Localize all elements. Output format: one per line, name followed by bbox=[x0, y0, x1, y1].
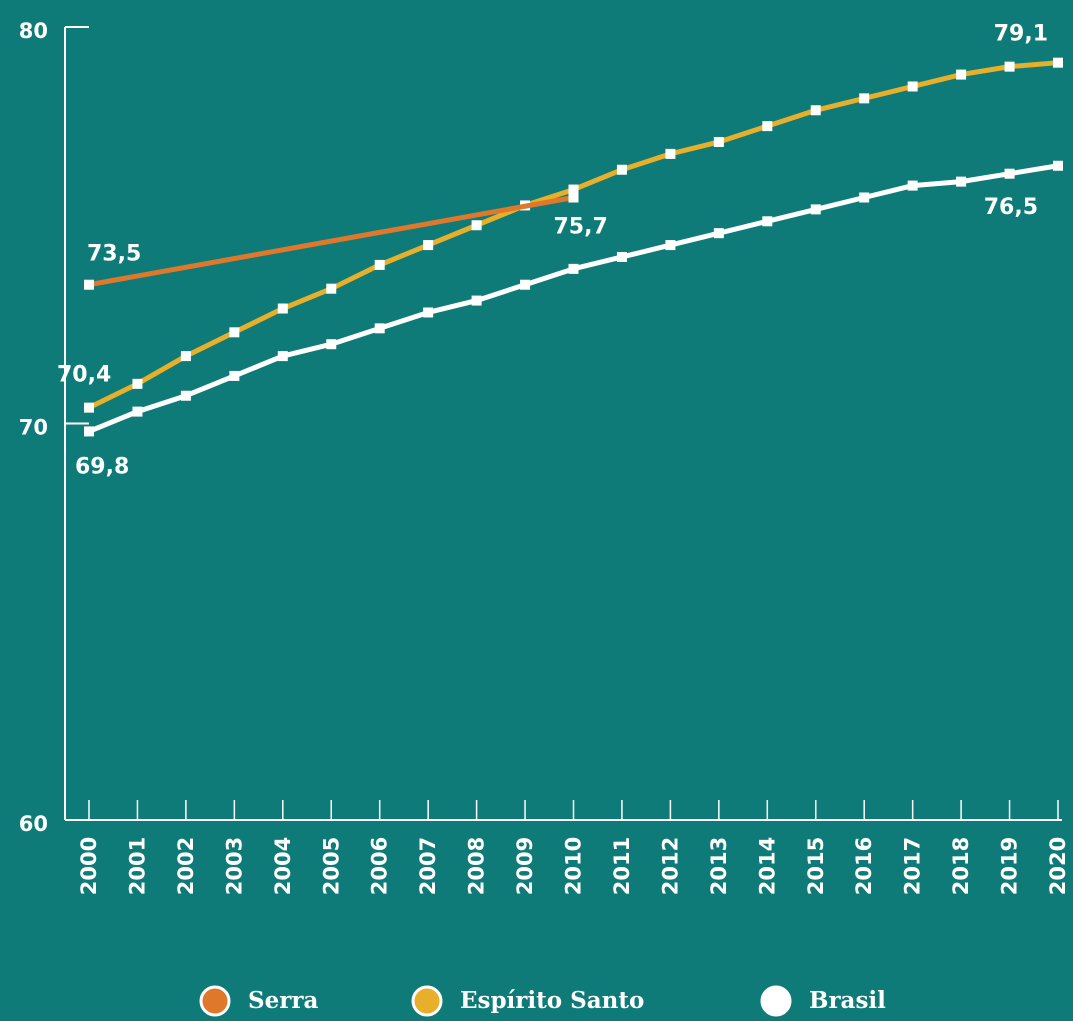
point-marker bbox=[907, 180, 918, 191]
point-marker bbox=[84, 279, 94, 290]
x-tick-label: 2012 bbox=[658, 837, 682, 895]
point-marker bbox=[568, 263, 579, 274]
point-marker bbox=[229, 327, 240, 338]
point-marker bbox=[180, 351, 191, 362]
legend-swatch bbox=[760, 985, 792, 1017]
point-marker bbox=[132, 406, 143, 417]
point-marker bbox=[132, 378, 143, 389]
legend-label: Brasil bbox=[809, 987, 886, 1014]
point-marker bbox=[568, 184, 579, 195]
point-marker bbox=[423, 307, 434, 318]
x-tick-label: 2015 bbox=[804, 837, 828, 895]
y-tick-label: 80 bbox=[19, 19, 48, 43]
x-tick-label: 2001 bbox=[125, 837, 149, 895]
point-marker bbox=[1053, 57, 1063, 68]
data-label: 70,4 bbox=[57, 363, 111, 388]
x-tick-label: 2000 bbox=[77, 837, 101, 895]
x-tick-label: 2010 bbox=[562, 837, 586, 895]
point-marker bbox=[471, 295, 482, 306]
data-label: 75,7 bbox=[554, 214, 608, 239]
point-marker bbox=[810, 204, 821, 215]
legend-label: Serra bbox=[248, 987, 318, 1014]
point-marker bbox=[84, 402, 94, 413]
point-marker bbox=[859, 192, 870, 203]
point-marker bbox=[326, 339, 337, 350]
x-tick-label: 2017 bbox=[901, 837, 925, 895]
point-marker bbox=[956, 176, 967, 187]
point-marker bbox=[374, 323, 385, 334]
point-marker bbox=[84, 426, 94, 437]
point-marker bbox=[956, 69, 967, 80]
x-tick-label: 2006 bbox=[368, 837, 392, 895]
x-tick-label: 2002 bbox=[174, 837, 198, 895]
point-marker bbox=[471, 220, 482, 231]
x-tick-label: 2011 bbox=[610, 837, 634, 895]
x-tick-label: 2004 bbox=[271, 837, 295, 895]
point-marker bbox=[1004, 168, 1015, 179]
x-tick-label: 2018 bbox=[949, 837, 973, 895]
data-label: 73,5 bbox=[87, 242, 141, 267]
point-marker bbox=[665, 148, 676, 159]
data-label: 76,5 bbox=[984, 195, 1038, 220]
point-marker bbox=[859, 93, 870, 104]
legend-swatch bbox=[411, 985, 443, 1017]
point-marker bbox=[1053, 160, 1063, 171]
point-marker bbox=[374, 259, 385, 270]
x-tick-label: 2019 bbox=[998, 837, 1022, 895]
legend-label: Espírito Santo bbox=[460, 987, 644, 1014]
point-marker bbox=[326, 283, 337, 294]
point-marker bbox=[762, 216, 773, 227]
x-tick-label: 2016 bbox=[852, 837, 876, 895]
point-marker bbox=[665, 240, 676, 251]
point-marker bbox=[713, 136, 724, 147]
point-marker bbox=[1004, 61, 1015, 72]
y-tick-label: 70 bbox=[19, 416, 48, 440]
series-line bbox=[88, 195, 574, 288]
point-marker bbox=[520, 279, 531, 290]
point-marker bbox=[568, 192, 579, 203]
point-marker bbox=[713, 228, 724, 239]
point-marker bbox=[277, 351, 288, 362]
point-marker bbox=[616, 164, 627, 175]
point-marker bbox=[616, 251, 627, 262]
point-marker bbox=[810, 105, 821, 116]
y-tick-label: 60 bbox=[19, 812, 48, 836]
x-tick-label: 2003 bbox=[222, 837, 246, 895]
point-marker bbox=[423, 240, 434, 251]
data-label: 79,1 bbox=[994, 22, 1048, 47]
legend-swatch bbox=[199, 985, 231, 1017]
x-tick-label: 2007 bbox=[416, 837, 440, 895]
data-label: 69,8 bbox=[75, 454, 129, 479]
x-tick-label: 2009 bbox=[513, 837, 537, 895]
point-marker bbox=[907, 81, 918, 92]
x-tick-label: 2020 bbox=[1046, 837, 1070, 895]
x-tick-label: 2008 bbox=[465, 837, 489, 895]
point-marker bbox=[762, 121, 773, 132]
point-marker bbox=[229, 370, 240, 381]
x-tick-label: 2005 bbox=[319, 837, 343, 895]
point-marker bbox=[277, 303, 288, 314]
point-marker bbox=[180, 390, 191, 401]
x-tick-label: 2014 bbox=[755, 837, 779, 895]
x-tick-label: 2013 bbox=[707, 837, 731, 895]
